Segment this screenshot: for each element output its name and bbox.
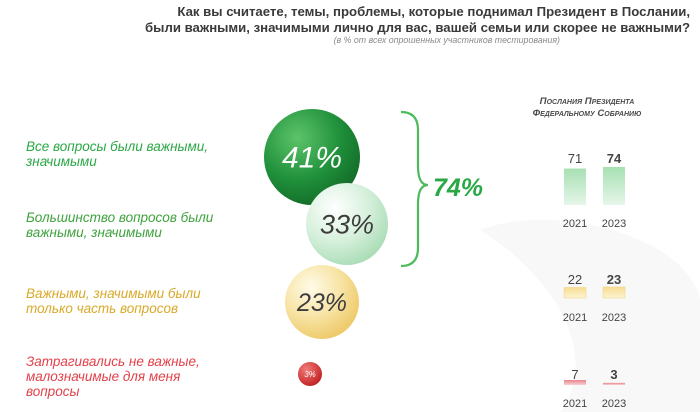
bubble-3 (285, 265, 359, 339)
bubble-label-4: 3% (304, 370, 316, 379)
category-label-2: Большинство вопросов были важными, значи… (26, 210, 214, 240)
bar-1-2021 (564, 168, 586, 205)
category-label-4: Затрагивались не важные, малозначимые дл… (26, 354, 200, 399)
background-decoration (480, 219, 700, 412)
chart-title: Как вы считаете, темы, проблемы, которые… (0, 4, 690, 36)
year-label-2-2023: 2023 (601, 312, 627, 324)
bubble-label-1: 41% (282, 142, 342, 175)
bar-2-2023 (602, 286, 626, 299)
bracket (400, 110, 429, 268)
bar-3-2021 (564, 380, 586, 385)
year-label-3-2023: 2023 (601, 398, 627, 410)
bar-1-2023 (603, 167, 625, 205)
bubble-2 (306, 183, 388, 265)
year-label-3-2021: 2021 (562, 398, 588, 410)
chart-subtitle: (в % от всех опрошенных участников тести… (333, 35, 560, 45)
total-percent-label: 74% (433, 174, 484, 202)
bar-value-2-2023: 23 (606, 272, 622, 287)
bar-3-2023 (603, 382, 625, 385)
bar-value-1-2021: 71 (567, 151, 583, 166)
right-panel-title: Послания Президента Федеральному Собрани… (532, 96, 642, 119)
bar-2-2021 (563, 287, 587, 299)
category-label-1: Все вопросы были важными, значимыми (26, 139, 208, 169)
title-line-1: Как вы считаете, темы, проблемы, которые… (177, 4, 690, 19)
bar-value-3-2021: 7 (571, 367, 579, 382)
bar-value-3-2023: 3 (610, 367, 618, 382)
year-label-1-2023: 2023 (601, 218, 627, 230)
bubble-label-2: 33% (320, 209, 374, 239)
bubble-label-3: 23% (296, 289, 347, 317)
bubble-1 (264, 109, 360, 205)
bar-value-1-2023: 74 (606, 151, 622, 166)
category-label-3: Важными, значимыми были только часть воп… (26, 286, 201, 316)
bubble-4 (298, 362, 322, 386)
year-label-2-2021: 2021 (562, 312, 588, 324)
year-label-1-2021: 2021 (562, 218, 588, 230)
title-line-2: были важными, значимыми лично для вас, в… (145, 20, 690, 35)
bar-value-2-2021: 22 (567, 272, 583, 287)
